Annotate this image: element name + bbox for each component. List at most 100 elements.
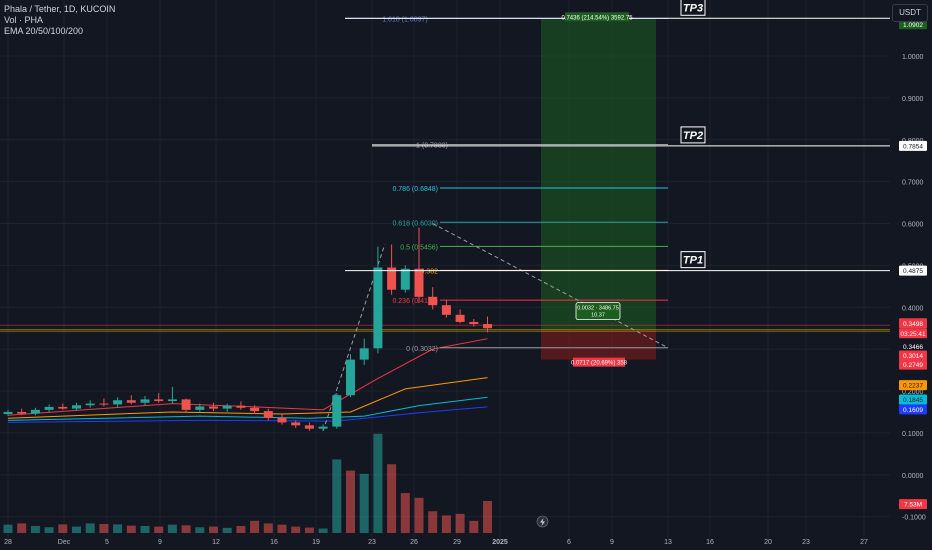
price-label-text: 7.53M xyxy=(904,502,922,509)
volume-bar xyxy=(209,526,218,533)
x-axis[interactable]: 28 Dec 5 9 12 16 19 23 26 29 2025 6 9 13 16 20 23 27 xyxy=(4,515,868,546)
y-tick-label: 0.2000 xyxy=(902,389,924,396)
price-label-box xyxy=(899,394,927,405)
price-label-text: 0.2237 xyxy=(903,383,923,390)
x-tick-label: 9 xyxy=(158,539,162,546)
price-label-box xyxy=(899,140,927,151)
price-label-text: 03:25:41 xyxy=(900,331,926,338)
candle-body xyxy=(332,395,342,427)
candle-body xyxy=(30,409,40,414)
candle-body xyxy=(222,405,232,409)
x-tick-label: 9 xyxy=(610,539,614,546)
candle-body xyxy=(428,296,438,306)
volume-bar xyxy=(154,526,164,533)
candle-body xyxy=(469,321,479,325)
volume-bar xyxy=(414,497,424,533)
candle-body xyxy=(304,425,314,429)
volume-bar xyxy=(441,515,451,533)
candle-body xyxy=(99,403,109,405)
candle-body xyxy=(277,417,287,423)
entry-info-text-2: 10.37 xyxy=(591,313,605,319)
price-label-box xyxy=(899,265,927,276)
volume-bar xyxy=(3,524,13,533)
candle-body xyxy=(126,400,136,403)
y-tick-label: 0.6000 xyxy=(902,222,924,229)
volume-bar xyxy=(99,524,109,533)
volume-bar xyxy=(469,520,479,533)
price-label-box xyxy=(899,318,927,329)
volume-bar xyxy=(455,513,465,533)
x-tick-label: 26 xyxy=(410,539,418,546)
ema-legend[interactable]: EMA 20/50/100/200 xyxy=(4,26,84,36)
currency-button[interactable]: USDT xyxy=(892,4,928,22)
candle-body xyxy=(85,403,95,406)
price-label-box xyxy=(899,359,927,370)
candle-body xyxy=(181,399,191,410)
x-tick-label: 19 xyxy=(312,539,320,546)
volume-legend[interactable]: Vol · PHA xyxy=(4,15,44,25)
target-label: TP1 xyxy=(680,251,706,269)
volume-bar xyxy=(332,459,342,533)
target-label-text: TP2 xyxy=(683,130,703,142)
price-label-box xyxy=(899,341,927,352)
candle-body xyxy=(17,411,27,414)
price-label-text: 0.1609 xyxy=(903,407,923,414)
x-tick-label: 29 xyxy=(453,539,461,546)
volume-bar xyxy=(387,464,397,533)
candle-body xyxy=(167,399,177,402)
candle-body xyxy=(154,399,164,402)
entry-info-box xyxy=(575,302,621,321)
volume-bar xyxy=(195,527,205,533)
candle-body xyxy=(44,406,54,410)
target-label: TP2 xyxy=(680,126,706,144)
candle-body xyxy=(318,426,328,429)
x-tick-label: 5 xyxy=(105,539,109,546)
target-info-box xyxy=(565,12,629,22)
x-tick-label: 23 xyxy=(802,539,810,546)
x-tick-label: 28 xyxy=(4,539,12,546)
candle-body xyxy=(236,405,246,408)
candle-body xyxy=(250,407,260,412)
volume-bar xyxy=(17,523,27,533)
price-label-text: 0.1845 xyxy=(903,397,923,404)
target-label-text: TP3 xyxy=(683,2,703,14)
volume-bars xyxy=(3,433,492,533)
volume-bar xyxy=(359,473,369,533)
target-label-text: TP1 xyxy=(683,255,703,267)
candle-body xyxy=(373,267,383,349)
target-label: TP3 xyxy=(680,0,706,16)
volume-bar xyxy=(304,527,314,533)
price-label-text: 1.0902 xyxy=(903,22,923,29)
fib-label: 1.618 (1.0897) xyxy=(382,16,428,23)
volume-bar xyxy=(167,524,177,533)
candle-body xyxy=(72,405,81,409)
price-label-box xyxy=(899,404,927,415)
candle-body xyxy=(400,268,410,290)
volume-bar xyxy=(222,527,232,533)
price-label-box xyxy=(899,328,927,339)
price-label-text: 0.3466 xyxy=(903,344,923,351)
candle-body xyxy=(346,359,355,396)
price-label-text: 0.4875 xyxy=(903,268,923,275)
x-tick-label: 2025 xyxy=(492,539,508,546)
position-labels: 0.7436 (214.54%) 3592.75 0.0717 (20.69%) … xyxy=(561,12,633,367)
y-tick-label: 0.0000 xyxy=(902,473,924,480)
lightning-icon xyxy=(536,515,549,528)
y-axis[interactable]: -0.10000.00000.10000.20000.30000.40000.5… xyxy=(890,0,932,550)
volume-bar xyxy=(30,525,40,533)
volume-bar xyxy=(140,525,150,533)
candle-body xyxy=(140,399,150,403)
x-tick-label: 27 xyxy=(860,539,868,546)
target-lines: TP3 TP2 TP1 xyxy=(345,0,890,272)
ema-line xyxy=(7,377,488,419)
target-label-box xyxy=(680,126,706,144)
ema-line xyxy=(7,406,488,423)
x-tick-label: 20 xyxy=(764,539,772,546)
ema-line xyxy=(7,396,488,421)
x-tick-label: Dec xyxy=(58,539,71,546)
fib-label: 0 (0.3032) xyxy=(406,346,438,353)
symbol-title[interactable]: Phala / Tether, 1D, KUCOIN xyxy=(4,4,116,14)
volume-bar xyxy=(400,493,410,533)
volume-bar xyxy=(291,526,301,533)
